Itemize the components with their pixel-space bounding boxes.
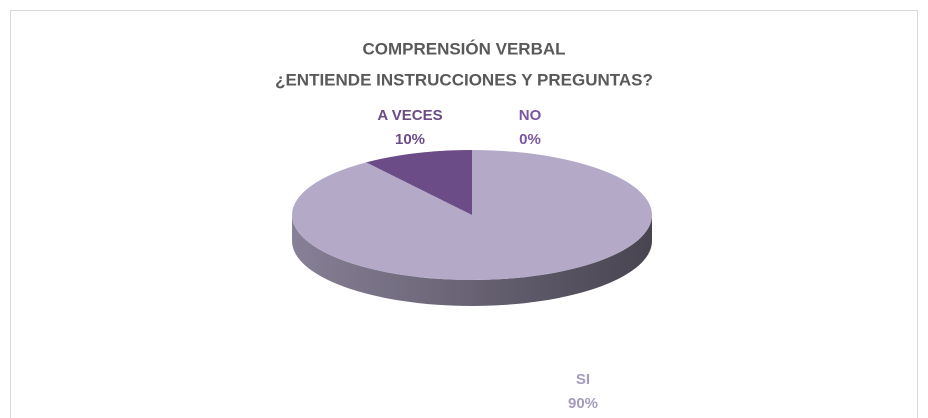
category-label: A VECES [377,107,442,124]
category-label: SI [576,371,590,388]
labels: SI 90% A VECES 10% NO 0% [377,107,598,412]
chart-title: COMPRENSIÓN VERBAL [362,39,565,58]
pie [292,150,652,306]
value-label: 0% [519,131,541,148]
chart-subtitle: ¿ENTIENDE INSTRUCCIONES Y PREGUNTAS? [275,70,653,89]
pie-side [292,215,652,306]
category-label: NO [519,107,542,124]
value-label: 10% [395,131,425,148]
pie-slice [366,150,472,215]
value-label: 90% [568,395,598,412]
